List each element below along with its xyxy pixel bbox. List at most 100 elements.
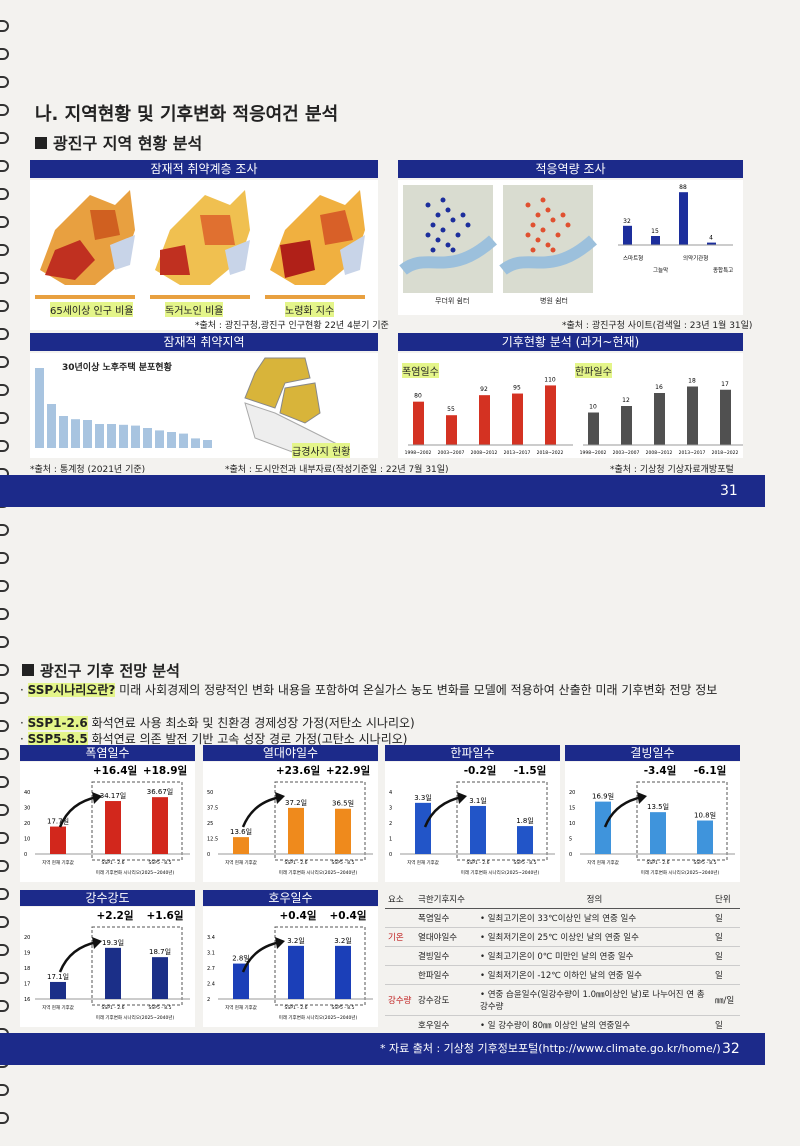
forecast-delta: +18.9일	[143, 764, 187, 777]
x-label: SSP1 - 2.6	[102, 860, 125, 866]
x-label: SSP1 - 2.6	[102, 1005, 125, 1011]
table-unit-cell: 일	[712, 927, 740, 947]
cold-history-bar	[654, 393, 665, 445]
x-label: 지역 현재 기후값	[225, 1004, 257, 1011]
panel-title-vulnerable-area: 잠재적 취약지역	[30, 333, 378, 351]
binding-ring	[0, 748, 9, 760]
table-index-cell: 강수강도	[415, 984, 477, 1016]
binding-ring	[0, 832, 9, 844]
page-footer-31	[0, 475, 765, 507]
capacity-bar	[623, 225, 632, 245]
forecast-chart-title: 열대야일수	[203, 745, 378, 761]
housing-bar	[47, 404, 56, 448]
shelter-marker	[460, 212, 466, 218]
capacity-category: 스마트형	[623, 254, 643, 262]
capacity-bar	[651, 236, 660, 245]
forecast-value: 36.5일	[332, 799, 354, 808]
binding-ring	[0, 132, 9, 144]
bullet-ssp126-key: SSP1-2.6	[27, 716, 88, 730]
shelter-marker	[465, 222, 471, 228]
forecast-bar	[152, 957, 168, 999]
bullet-ssp-text: 미래 사회경제의 정량적인 변화 내용을 포함하여 온실가스 농도 변화를 모델…	[115, 683, 718, 697]
cold-history-period: 2008~2012	[646, 450, 673, 456]
panel-title-capacity: 적응역량 조사	[398, 160, 743, 178]
hospital-marker	[560, 212, 566, 218]
forecast-bar	[650, 812, 666, 854]
binding-ring	[0, 664, 9, 676]
table-index-cell: 폭염일수	[415, 908, 477, 928]
scenario-dash-box	[456, 781, 548, 861]
y-tick: 5	[569, 837, 572, 843]
scenario-label: 미래 기후변화 시나리오(2025~2040년)	[96, 869, 175, 876]
cold-history-period: 2003~2007	[613, 450, 640, 456]
forecast-delta: -1.5일	[514, 764, 547, 777]
cold-history-value: 12	[622, 397, 630, 404]
extreme-index-table: 요소 극한기후지수 정의 단위 폭염일수 • 일최고기온이 33℃이상인 날의 연…	[385, 890, 740, 1035]
source-capacity: *출처 : 광진구청 사이트(검색일 : 23년 1월 31일)	[562, 321, 753, 331]
table-unit-cell: 일	[712, 965, 740, 985]
bullet-ssp585: · SSP5-8.5 화석연료 의존 발전 기반 고속 성장 경로 가정(고탄소…	[20, 732, 408, 746]
housing-bar	[167, 432, 176, 448]
y-tick: 3.4	[207, 935, 215, 941]
forecast-value: 10.8일	[694, 811, 716, 820]
y-tick: 50	[207, 790, 213, 796]
y-tick: 15	[569, 806, 575, 812]
y-tick: 2	[207, 997, 210, 1003]
cold-history-value: 16	[655, 384, 663, 391]
trend-arrow-head	[637, 792, 647, 804]
y-tick: 0	[569, 852, 572, 858]
forecast-value: 2.8일	[232, 954, 250, 963]
caption-65plus: 65세이상 인구 비율	[50, 302, 134, 317]
housing-bar	[143, 428, 152, 448]
shelter-marker	[430, 247, 436, 253]
binding-ring	[0, 944, 9, 956]
forecast-bar	[288, 945, 304, 999]
capacity-category: 그늘막	[653, 267, 668, 274]
table-row: 폭염일수 • 일최고기온이 33℃이상인 날의 연중 일수 일	[385, 908, 740, 928]
binding-ring	[0, 244, 9, 256]
forecast-chart: +2.2일 +1.6일 16 17 18 19 20 17.1일 지역 현재 기후값 19.3일 S…	[20, 907, 195, 1027]
cold-history-value: 18	[688, 378, 696, 385]
heat-history-value: 92	[480, 386, 488, 393]
forecast-bar	[415, 802, 431, 854]
cold-history-bar	[687, 386, 698, 445]
housing-bar	[107, 424, 116, 448]
forecast-bar	[288, 807, 304, 854]
table-definition-cell: • 일최고기온이 0℃ 미만인 날의 연중 일수	[477, 946, 712, 966]
x-label: SSP1 - 2.6	[285, 1005, 308, 1011]
capacity-value: 32	[623, 218, 631, 225]
climate-status-panel: 80 1998~2002 55 2003~2007 92 2008~2012 95 2013~…	[398, 353, 748, 458]
heat-history-period: 2008~2012	[471, 450, 498, 456]
binding-ring	[0, 1000, 9, 1012]
table-unit-cell: ㎜/일	[712, 984, 740, 1016]
cold-history-period: 1998~2002	[580, 450, 607, 456]
forecast-delta: +22.9일	[326, 764, 370, 777]
binding-ring	[0, 1112, 9, 1124]
forecast-delta: +0.4일	[279, 909, 316, 922]
y-tick: 10	[569, 821, 575, 827]
hospital-marker	[545, 242, 551, 248]
heat-history-bar	[413, 401, 424, 445]
hospital-marker	[545, 207, 551, 213]
forecast-chart: -0.2일 -1.5일 0 1 2 3 4 3.3일 지역 현재 기후값 3.1일 SSP1 - 2…	[385, 762, 560, 882]
scenario-label: 미래 기후변화 시나리오(2025~2040년)	[279, 1014, 358, 1021]
capacity-category: 종합특고	[713, 266, 733, 274]
x-label: SSP5 - 8.5	[332, 1005, 355, 1011]
forecast-value: 1.8일	[516, 816, 534, 825]
scenario-label: 미래 기후변화 시나리오(2025~2040년)	[279, 869, 358, 876]
th-element: 요소	[385, 890, 415, 909]
scenario-dash-box	[636, 781, 728, 861]
shelter-marker	[440, 197, 446, 203]
housing-bar	[203, 440, 212, 448]
heat-history-bar	[479, 395, 490, 445]
forecast-bar	[50, 826, 66, 854]
forecast-bar	[517, 826, 533, 854]
forecast-bar	[697, 820, 713, 854]
shelter-marker	[425, 202, 431, 208]
binding-ring	[0, 300, 9, 312]
panel-title-climate-status: 기후현황 분석 (과거~현재)	[398, 333, 743, 351]
binding-ring	[0, 692, 9, 704]
y-tick: 2.7	[207, 966, 215, 972]
